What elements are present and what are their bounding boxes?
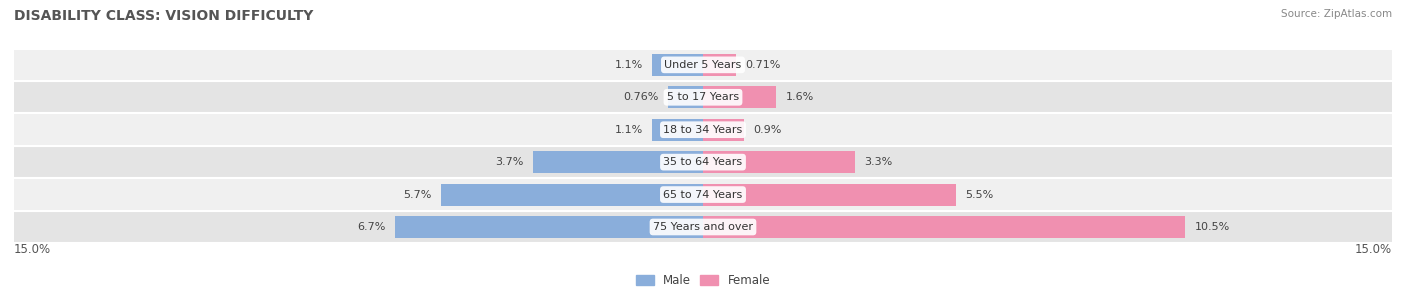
Text: 6.7%: 6.7% <box>357 222 387 232</box>
Text: 1.1%: 1.1% <box>614 125 644 135</box>
Bar <box>668 86 703 108</box>
Text: 15.0%: 15.0% <box>1355 243 1392 256</box>
Bar <box>14 146 1392 178</box>
Text: 5 to 17 Years: 5 to 17 Years <box>666 92 740 102</box>
Text: 3.7%: 3.7% <box>495 157 524 167</box>
Bar <box>652 119 703 141</box>
Bar <box>703 184 956 206</box>
Text: 5.7%: 5.7% <box>404 190 432 199</box>
Legend: Male, Female: Male, Female <box>631 269 775 292</box>
Bar <box>441 184 703 206</box>
Text: 1.6%: 1.6% <box>786 92 814 102</box>
Text: 5.5%: 5.5% <box>965 190 993 199</box>
Text: 10.5%: 10.5% <box>1195 222 1230 232</box>
Text: Under 5 Years: Under 5 Years <box>665 60 741 70</box>
Bar <box>652 54 703 76</box>
Text: 18 to 34 Years: 18 to 34 Years <box>664 125 742 135</box>
Text: 15.0%: 15.0% <box>14 243 51 256</box>
Text: 35 to 64 Years: 35 to 64 Years <box>664 157 742 167</box>
Bar <box>14 178 1392 211</box>
Text: 0.71%: 0.71% <box>745 60 780 70</box>
Bar <box>14 81 1392 113</box>
Text: DISABILITY CLASS: VISION DIFFICULTY: DISABILITY CLASS: VISION DIFFICULTY <box>14 9 314 23</box>
Text: 0.9%: 0.9% <box>754 125 782 135</box>
Bar <box>703 119 744 141</box>
Text: 65 to 74 Years: 65 to 74 Years <box>664 190 742 199</box>
Bar <box>14 113 1392 146</box>
Bar <box>14 49 1392 81</box>
Bar <box>703 54 735 76</box>
Bar <box>703 86 776 108</box>
Text: 75 Years and over: 75 Years and over <box>652 222 754 232</box>
Text: 1.1%: 1.1% <box>614 60 644 70</box>
Bar <box>533 151 703 173</box>
Text: Source: ZipAtlas.com: Source: ZipAtlas.com <box>1281 9 1392 19</box>
Bar <box>703 216 1185 238</box>
Bar <box>14 211 1392 243</box>
Bar <box>395 216 703 238</box>
Text: 0.76%: 0.76% <box>623 92 659 102</box>
Text: 3.3%: 3.3% <box>863 157 891 167</box>
Bar <box>703 151 855 173</box>
